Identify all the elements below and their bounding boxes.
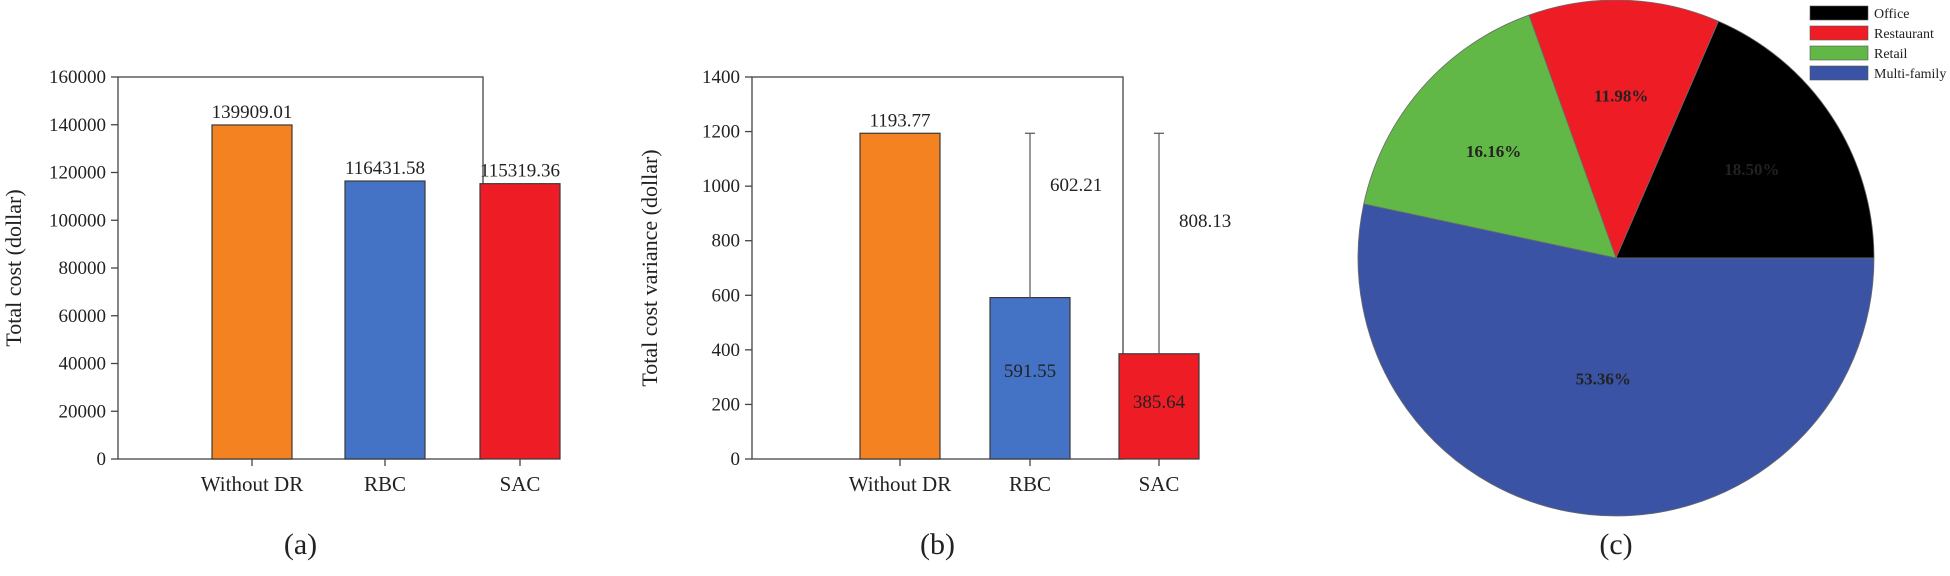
legend-label: Retail (1874, 47, 1908, 62)
bar-value-label: 115319.36 (480, 161, 560, 182)
bar-without-dr (859, 132, 941, 460)
pie-slice-label: 18.50% (1724, 160, 1779, 179)
y-tick-label: 800 (712, 231, 741, 252)
y-tick-label: 20000 (59, 401, 107, 422)
pie-slice-restaurant (1528, 0, 1719, 260)
y-axis-title: Total cost variance (dollar) (637, 149, 662, 386)
x-tick-label: SAC (500, 472, 541, 496)
pie-slices (1357, 0, 1875, 517)
bar-chart-total-cost: 0 20000 40000 60000 80000 100000 120000 140000 1… (1, 67, 561, 561)
reduction-label: 808.13 (1179, 211, 1231, 232)
y-tick-label: 1400 (702, 67, 740, 88)
y-tick-label: 160000 (49, 67, 106, 88)
legend-label: Restaurant (1874, 27, 1934, 42)
y-tick-label: 120000 (49, 163, 106, 184)
pie-slice-office (1615, 20, 1875, 259)
bar-value-label: 1193.77 (869, 110, 930, 131)
bar-value-label: 591.55 (1004, 361, 1056, 382)
x-tick-label: Without DR (201, 472, 303, 496)
x-tick-label: RBC (1009, 472, 1051, 496)
legend-swatch-restaurant (1809, 25, 1869, 41)
legend-label: Multi-family (1874, 67, 1946, 82)
pie-slice-multi-family (1357, 203, 1875, 517)
y-tick-label: 100000 (49, 210, 106, 231)
y-tick-label: 140000 (49, 115, 106, 136)
y-tick-label: 1000 (702, 176, 740, 197)
legend: Office Restaurant Retail Multi-family (1809, 5, 1946, 82)
bar-chart-cost-variance: 0 200 400 600 800 1000 1200 1400 Without DR 1193… (637, 67, 1231, 561)
legend-label: Office (1874, 7, 1910, 22)
pie-slice-label: 11.98% (1594, 87, 1648, 106)
y-tick-label: 0 (731, 449, 741, 470)
pie-slice-label: 16.16% (1466, 142, 1521, 161)
y-tick-label: 80000 (59, 258, 107, 279)
y-axis-ticks: 0 20000 40000 60000 80000 100000 120000 140000 1… (49, 67, 118, 470)
y-tick-label: 60000 (59, 306, 107, 327)
pie-slice-retail (1363, 14, 1617, 259)
y-tick-label: 600 (712, 285, 741, 306)
y-tick-label: 0 (97, 449, 107, 470)
y-tick-label: 40000 (59, 354, 107, 375)
bar-value-label: 385.64 (1133, 392, 1186, 413)
legend-swatch-multi-family (1809, 65, 1869, 81)
reduction-label: 602.21 (1050, 175, 1102, 196)
pie-slice-label: 53.36% (1576, 370, 1631, 389)
y-tick-label: 400 (712, 340, 741, 361)
plot-frame (117, 76, 484, 460)
panel-label: (a) (284, 528, 317, 561)
x-tick-label: SAC (1139, 472, 1180, 496)
legend-swatch-office (1809, 5, 1869, 21)
y-tick-label: 200 (712, 394, 741, 415)
bars: Without DR 1193.77 RBC 591.55 602.21 SAC 385.6… (849, 110, 1231, 496)
x-tick-label: RBC (364, 472, 406, 496)
y-tick-label: 1200 (702, 122, 740, 143)
panel-label: (b) (920, 528, 955, 561)
y-axis-title: Total cost (dollar) (1, 189, 26, 346)
x-tick-label: Without DR (849, 472, 951, 496)
bars: Without DR 139909.01 RBC 116431.58 SAC 115319… (201, 102, 561, 496)
bar-rbc (344, 180, 426, 460)
pie-labels: 18.50% 11.98% 16.16% 53.36% (1466, 87, 1779, 389)
y-axis-ticks: 0 200 400 600 800 1000 1200 1400 (702, 67, 752, 470)
bar-sac (479, 183, 561, 460)
legend-swatch-retail (1809, 45, 1869, 61)
panel-label: (c) (1599, 528, 1632, 561)
bar-without-dr (211, 124, 293, 460)
bar-value-label: 116431.58 (345, 158, 425, 179)
pie-chart-building-share: 18.50% 11.98% 16.16% 53.36% Office Restauran… (1357, 0, 1946, 561)
bar-value-label: 139909.01 (212, 102, 293, 123)
